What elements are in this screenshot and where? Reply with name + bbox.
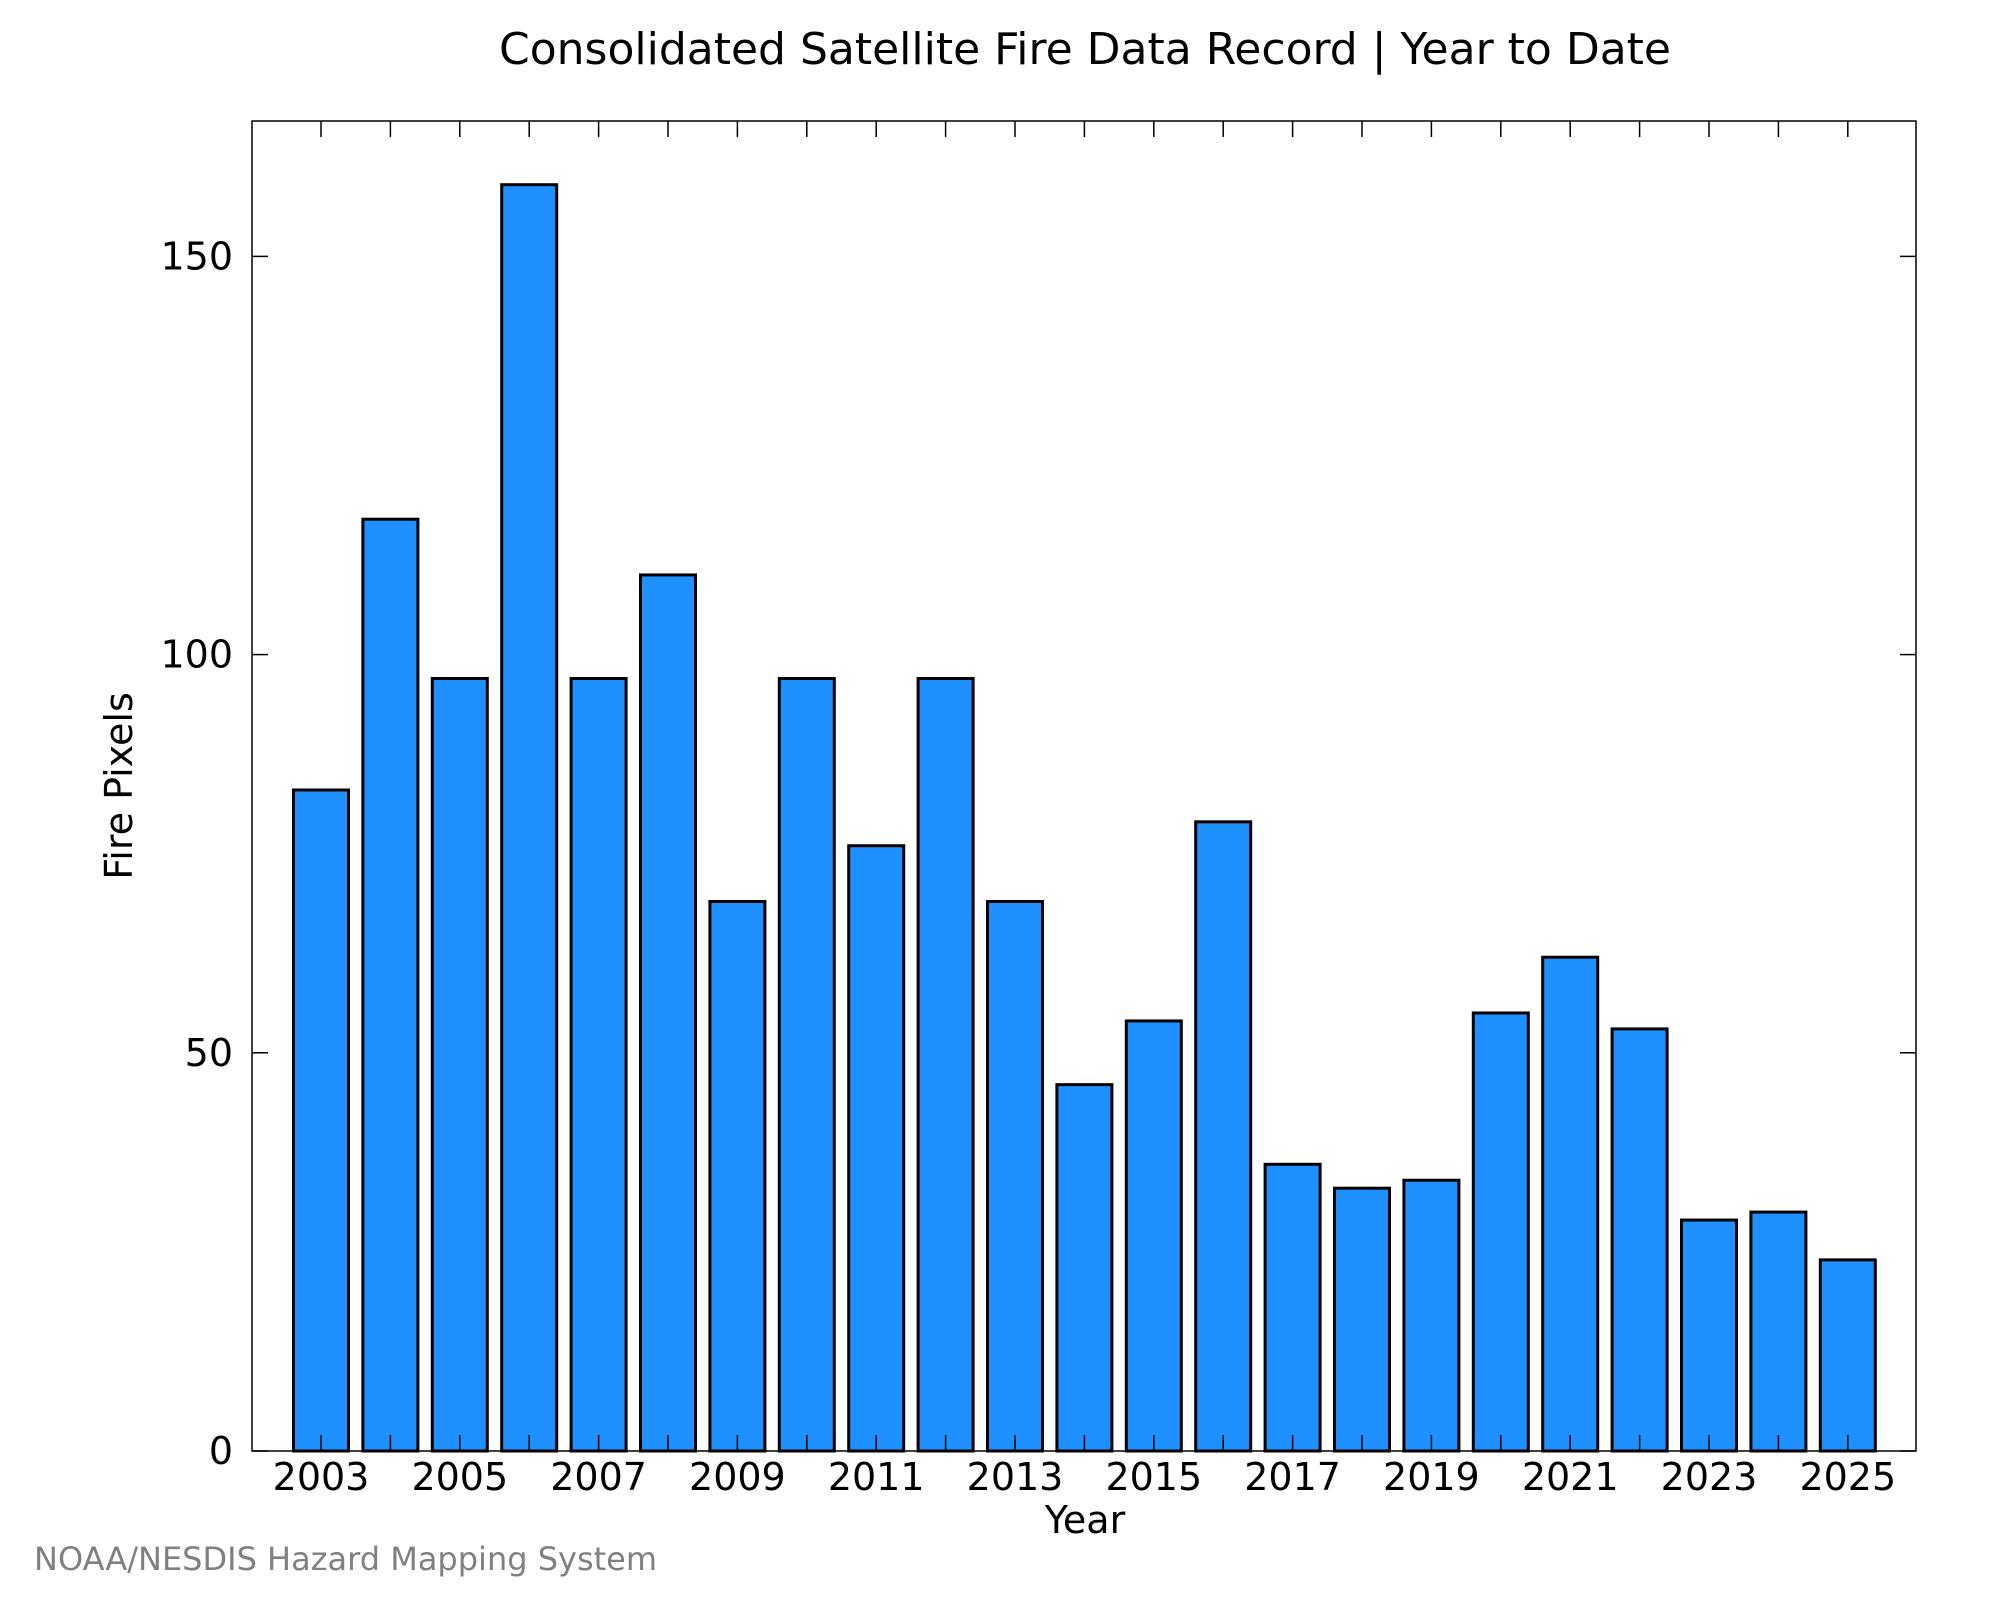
bar-2014 <box>1055 1083 1114 1453</box>
x-tick-label-2023: 2023 <box>1661 1455 1758 1499</box>
bars-group <box>292 183 1877 1453</box>
bar-2016 <box>1194 820 1253 1453</box>
x-tick-label-2019: 2019 <box>1383 1455 1480 1499</box>
bar-2007 <box>569 676 628 1453</box>
x-tick-label-2007: 2007 <box>550 1455 647 1499</box>
x-tick-label-2005: 2005 <box>411 1455 508 1499</box>
source-credit: NOAA/NESDIS Hazard Mapping System <box>34 1540 658 1578</box>
bar-2003 <box>292 788 350 1453</box>
x-tick-label-2021: 2021 <box>1522 1455 1619 1499</box>
bar-2025 <box>1818 1258 1877 1453</box>
bar-2010 <box>777 676 836 1453</box>
x-tick-label-2009: 2009 <box>689 1455 786 1499</box>
bar-2023 <box>1680 1218 1738 1453</box>
bar-2008 <box>639 573 697 1453</box>
chart-title: Consolidated Satellite Fire Data Record … <box>499 24 1671 75</box>
bar-2009 <box>708 899 767 1453</box>
bar-2004 <box>361 517 420 1453</box>
bar-2015 <box>1124 1019 1183 1453</box>
y-axis-label: Fire Pixels <box>97 692 141 880</box>
axes-group: 2003 2005 2007 2009 2011 2013 2015 2017 2019 2021… <box>160 121 1916 1499</box>
bar-2013 <box>986 899 1044 1453</box>
bar-2006 <box>500 183 559 1453</box>
bar-2017 <box>1263 1162 1322 1453</box>
x-tick-label-2013: 2013 <box>967 1455 1064 1499</box>
bar-2020 <box>1471 1011 1530 1453</box>
bar-2022 <box>1610 1027 1669 1453</box>
y-tick-label-50: 50 <box>185 1031 233 1075</box>
bar-2012 <box>916 676 975 1453</box>
x-tick-label-2025: 2025 <box>1799 1455 1896 1499</box>
bar-2021 <box>1541 955 1600 1453</box>
x-axis-label: Year <box>1044 1498 1126 1542</box>
bar-2018 <box>1333 1186 1391 1453</box>
x-tick-label-2011: 2011 <box>828 1455 925 1499</box>
bar-2011 <box>847 844 906 1453</box>
bar-2024 <box>1749 1210 1808 1453</box>
x-tick-label-2015: 2015 <box>1105 1455 1202 1499</box>
y-tick-label-150: 150 <box>160 234 233 278</box>
x-tick-label-2017: 2017 <box>1244 1455 1341 1499</box>
y-tick-label-0: 0 <box>209 1429 233 1473</box>
bar-2019 <box>1402 1178 1461 1453</box>
y-tick-label-100: 100 <box>160 633 233 677</box>
bar-2005 <box>430 676 489 1453</box>
x-tick-label-2003: 2003 <box>273 1455 370 1499</box>
